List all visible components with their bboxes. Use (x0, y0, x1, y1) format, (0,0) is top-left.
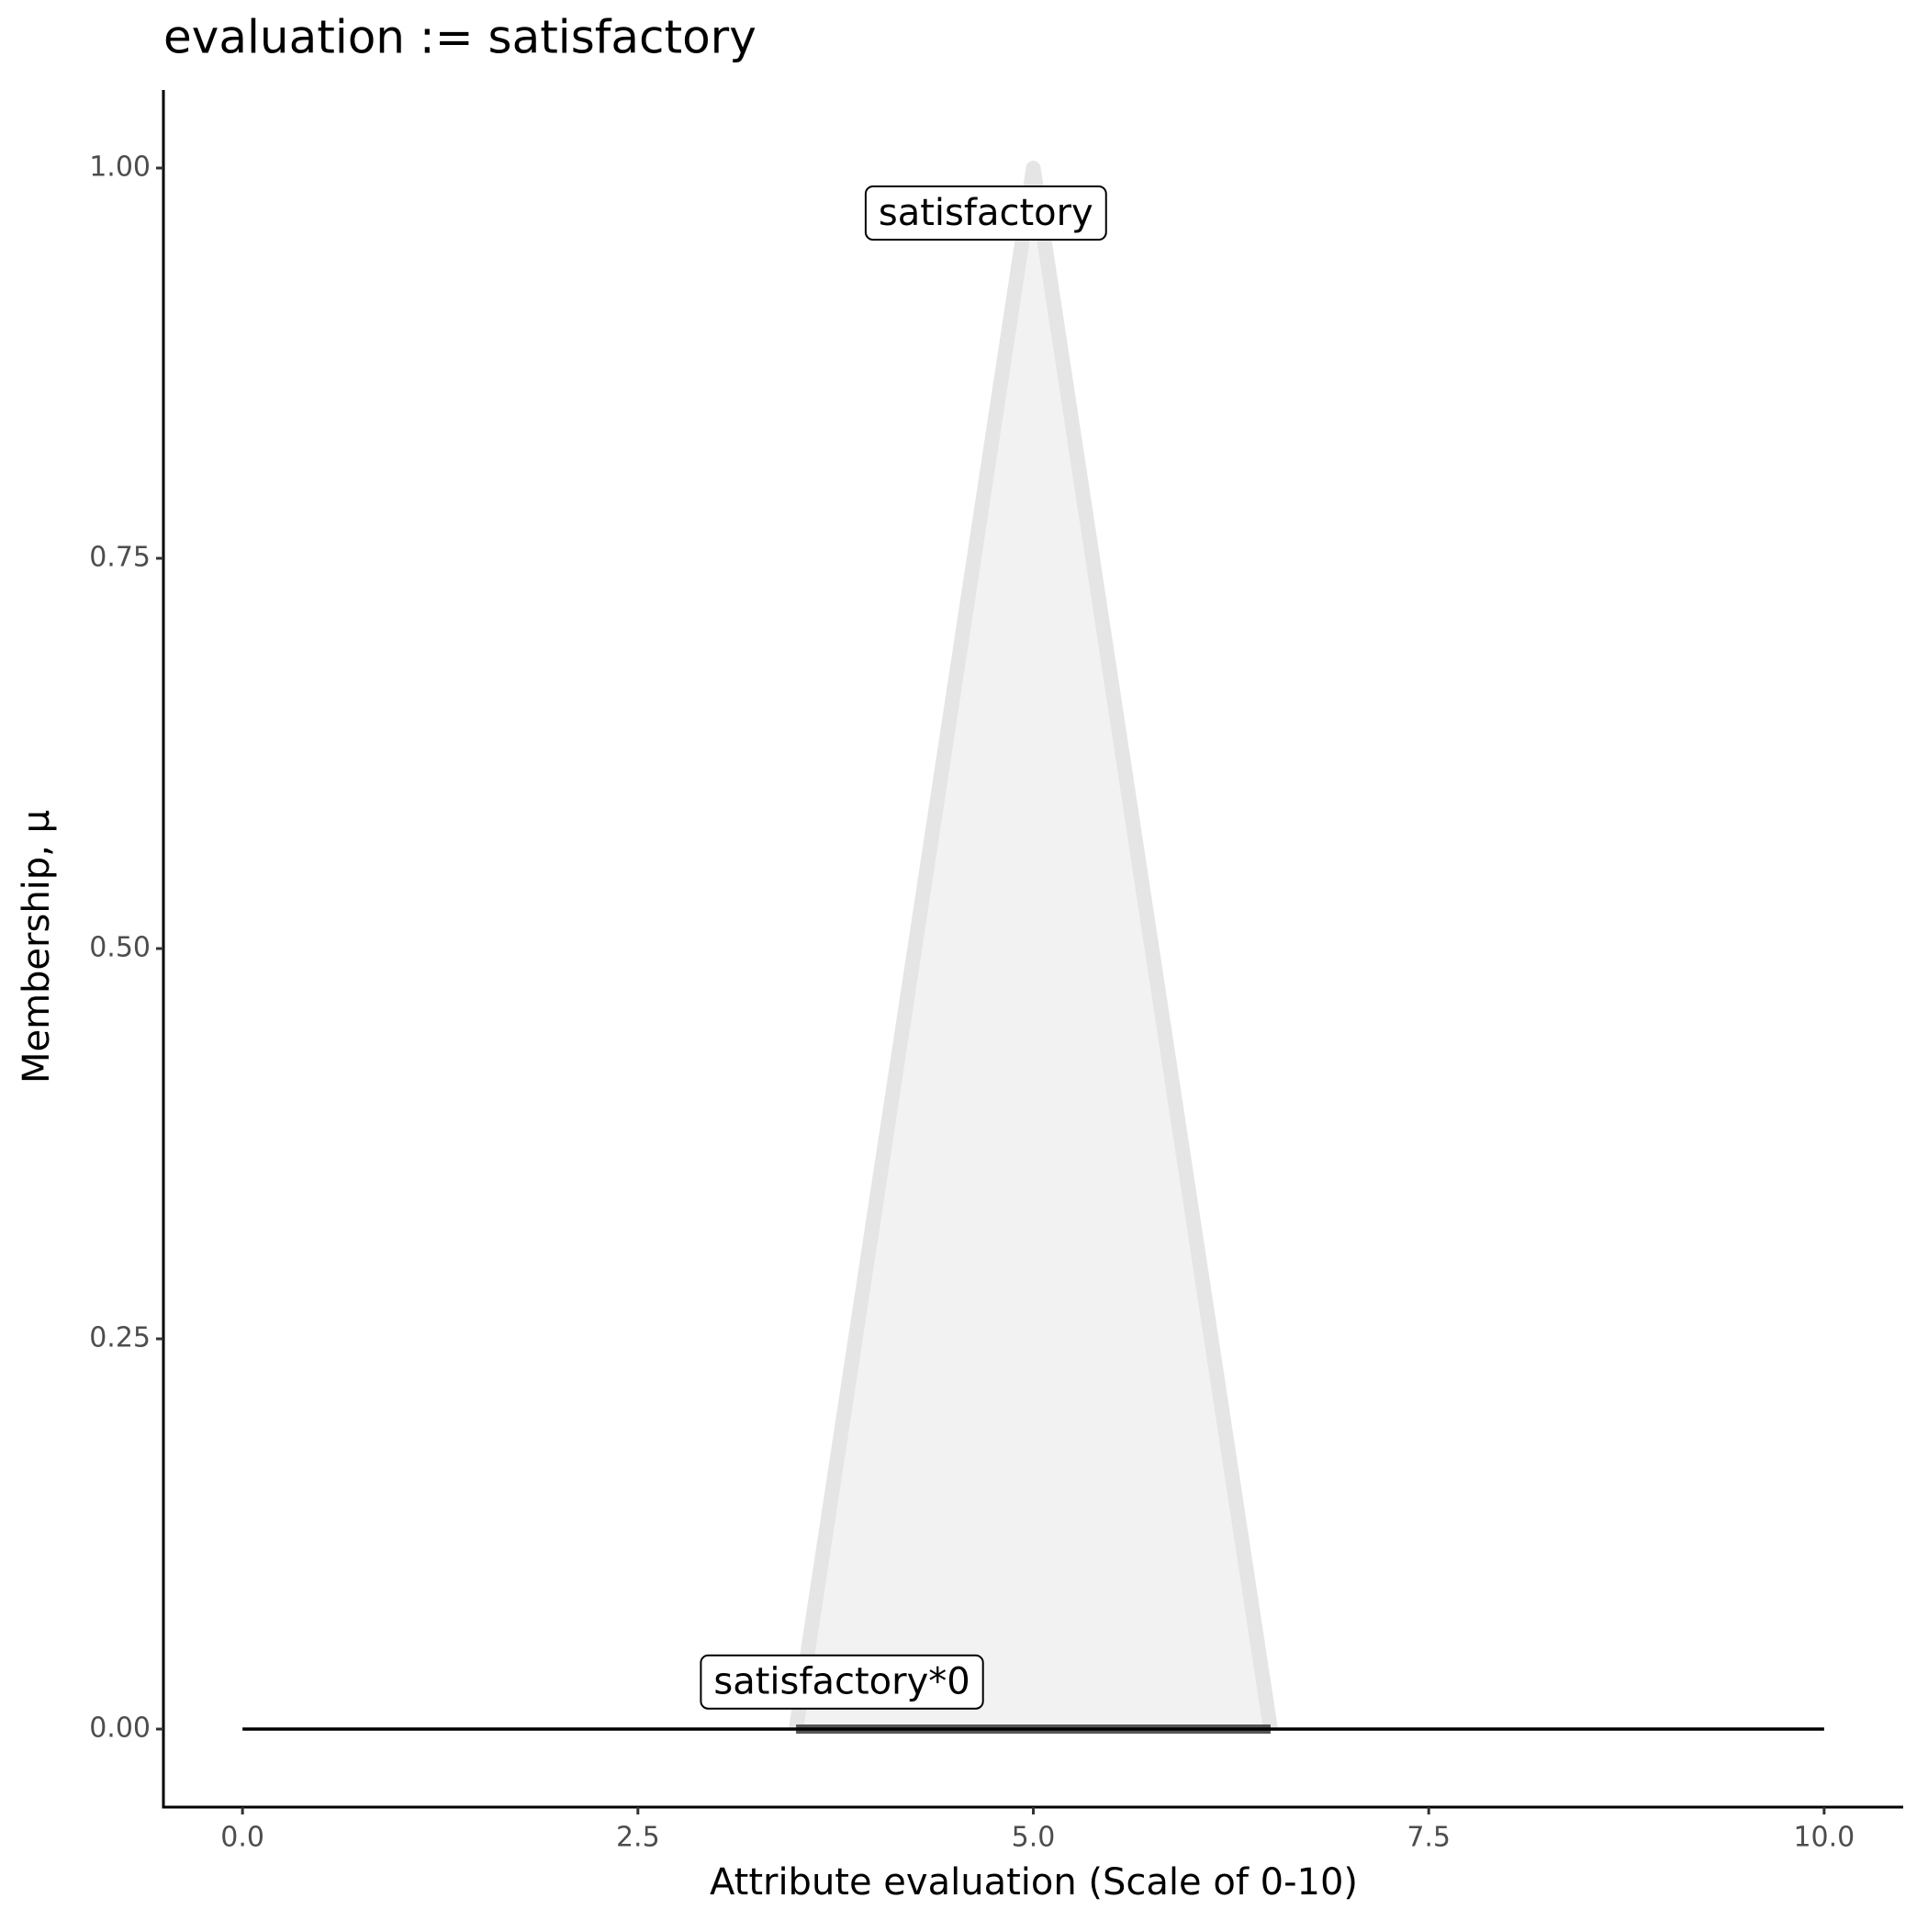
label-box (864, 185, 1107, 241)
x-tick-label: 0.0 (220, 1822, 264, 1854)
membership-line (789, 161, 1278, 1731)
x-tick-label: 5.0 (1012, 1822, 1056, 1854)
y-tick-label: 1.00 (89, 152, 151, 184)
y-tick-label: 0.75 (89, 542, 151, 574)
y-axis-title: Membership, μ (16, 810, 58, 1084)
membership-area (796, 168, 1271, 1729)
x-axis-title: Attribute evaluation (Scale of 0-10) (710, 1861, 1358, 1904)
y-tick-label: 0.25 (89, 1322, 151, 1354)
y-tick-label: 0.00 (89, 1713, 151, 1745)
label-text: satisfactory (879, 192, 1093, 234)
label-text: satisfactory*0 (713, 1661, 970, 1703)
x-tick-label: 10.0 (1793, 1822, 1855, 1854)
series-label: satisfactory (864, 185, 1107, 241)
chart-title: evaluation := satisfactory (163, 11, 757, 64)
x-tick-label: 2.5 (616, 1822, 660, 1854)
x-tick-label: 7.5 (1407, 1822, 1451, 1854)
series-label: satisfactory*0 (700, 1654, 984, 1710)
label-box (700, 1654, 984, 1710)
y-tick-label: 0.50 (89, 932, 151, 964)
